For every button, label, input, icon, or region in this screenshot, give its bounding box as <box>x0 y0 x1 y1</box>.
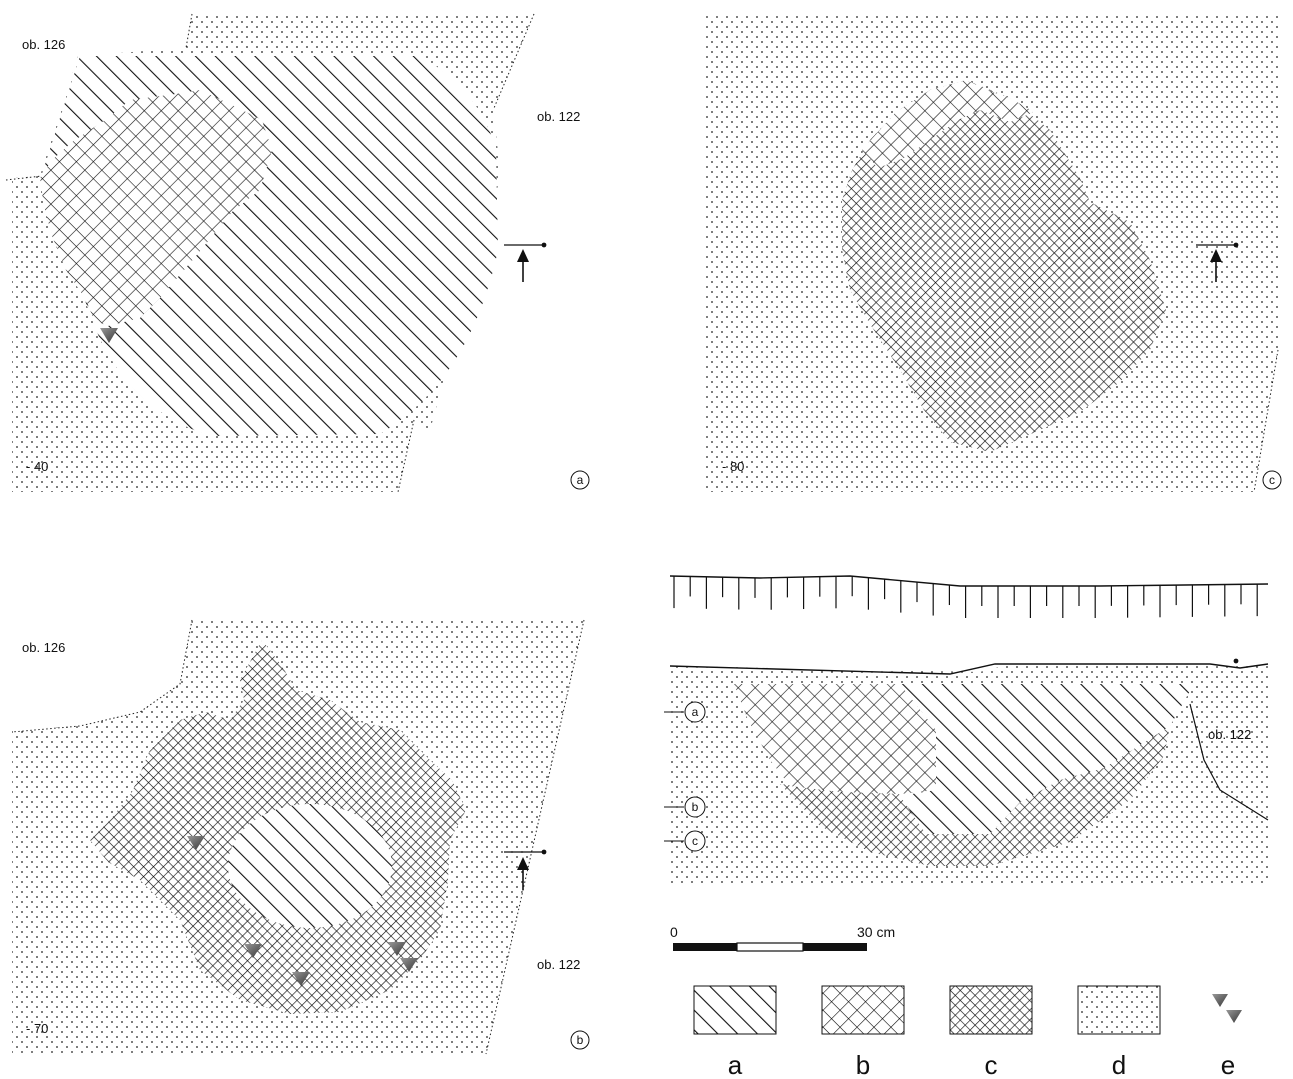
panel-a-boundary-bottom <box>397 419 415 493</box>
svg-text:b: b <box>577 1033 584 1047</box>
svg-text:c: c <box>985 1050 998 1079</box>
panel-b-fill-a <box>228 804 392 928</box>
svg-text:e: e <box>1221 1050 1235 1079</box>
triangle-icon <box>1226 1010 1242 1023</box>
panel-c-fill-b <box>862 80 1034 168</box>
section-profile: a b c ob. 122 <box>664 575 1269 884</box>
svg-text:a: a <box>728 1050 743 1079</box>
panel-c-section-marker <box>1196 242 1239 282</box>
section-boundary <box>1189 703 1269 821</box>
panel-c-depth: - 80 <box>722 459 744 474</box>
svg-text:c: c <box>692 834 698 848</box>
scale-bar: 0 30 cm <box>670 924 895 952</box>
panel-b-plan: ob. 126 ob. 122 - 70 b <box>11 619 590 1055</box>
section-label-right: ob. 122 <box>1208 727 1251 742</box>
scale-end: 30 cm <box>857 924 895 940</box>
legend-item-c: c <box>949 985 1033 1079</box>
panel-a-plan: ob. 126 ob. 122 - 40 a <box>5 13 590 493</box>
panel-a-boundary <box>185 13 193 49</box>
panel-a-marker: a <box>570 470 590 490</box>
triangle-icon <box>1212 994 1228 1007</box>
panel-c-marker: c <box>1262 470 1282 490</box>
panel-a-find-marker <box>100 328 118 343</box>
legend-item-a: a <box>693 985 777 1079</box>
svg-text:b: b <box>856 1050 870 1079</box>
panel-b-label-top: ob. 126 <box>22 640 65 655</box>
scale-start: 0 <box>670 924 678 940</box>
panel-a-fill-b <box>40 90 272 326</box>
panel-a-label-right: ob. 122 <box>537 109 580 124</box>
panel-c-plan: - 80 c <box>704 14 1282 493</box>
panel-a-boundary-right <box>493 13 535 109</box>
panel-a-label-top: ob. 126 <box>22 37 65 52</box>
section-surface-ticks <box>673 576 1258 618</box>
section-fill-b <box>734 684 936 794</box>
panel-a-section-marker <box>504 242 547 282</box>
svg-text:c: c <box>1269 473 1275 487</box>
panel-b-marker: b <box>570 1030 590 1050</box>
panel-c-boundary <box>1253 349 1279 493</box>
panel-b-depth: - 70 <box>26 1021 48 1036</box>
section-level-a: a <box>664 701 706 723</box>
legend: a b c d e <box>693 985 1242 1079</box>
section-fill-a <box>900 684 1194 834</box>
legend-item-b: b <box>821 985 905 1079</box>
legend-item-e: e <box>1212 994 1242 1079</box>
svg-text:d: d <box>1112 1050 1126 1079</box>
panel-a-depth: - 40 <box>26 459 48 474</box>
panel-c-fill-c <box>842 80 1166 452</box>
svg-text:a: a <box>692 705 699 719</box>
panel-b-find-markers <box>187 836 418 986</box>
section-level-c: c <box>664 830 706 852</box>
panel-b-label-right: ob. 122 <box>537 957 580 972</box>
svg-text:b: b <box>692 800 699 814</box>
section-level-b: b <box>664 796 706 818</box>
legend-item-d: d <box>1077 985 1161 1079</box>
section-surface-line <box>669 575 1269 587</box>
section-datum-point <box>1233 658 1239 664</box>
section-fill-c <box>780 716 1172 866</box>
section-ground-line <box>669 663 1269 675</box>
svg-text:a: a <box>577 473 584 487</box>
panel-b-section-marker <box>504 849 547 890</box>
